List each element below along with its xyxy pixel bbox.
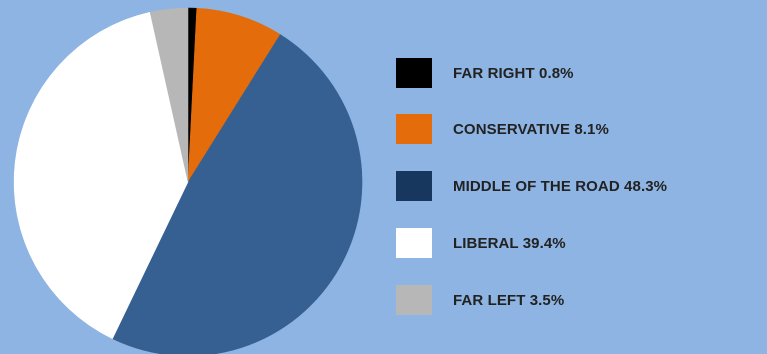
pie-slice-far-left — [149, 7, 189, 183]
legend-label-far-left: FAR LEFT 3.5% — [453, 292, 565, 309]
legend-swatch-middle-of-the-road — [396, 171, 432, 201]
legend-swatch-liberal — [396, 228, 432, 258]
legend-item-middle-of-the-road: MIDDLE OF THE ROAD 48.3% — [396, 171, 766, 201]
legend-swatch-far-right — [396, 58, 432, 88]
legend-item-far-right: FAR RIGHT 0.8% — [396, 58, 766, 88]
legend-label-liberal: LIBERAL 39.4% — [453, 235, 566, 252]
pie-slice-liberal — [13, 11, 189, 340]
legend-label-middle-of-the-road: MIDDLE OF THE ROAD 48.3% — [453, 178, 668, 195]
pie-slice-middle-of-the-road — [112, 34, 363, 354]
legend-swatch-far-left — [396, 285, 432, 315]
legend-item-liberal: LIBERAL 39.4% — [396, 228, 766, 258]
legend-label-conservative: CONSERVATIVE 8.1% — [453, 121, 609, 138]
pie-slice-conservative — [187, 7, 281, 183]
legend-item-conservative: CONSERVATIVE 8.1% — [396, 114, 766, 144]
legend-label-far-right: FAR RIGHT 0.8% — [453, 65, 574, 82]
legend-item-far-left: FAR LEFT 3.5% — [396, 285, 766, 315]
legend-swatch-conservative — [396, 114, 432, 144]
